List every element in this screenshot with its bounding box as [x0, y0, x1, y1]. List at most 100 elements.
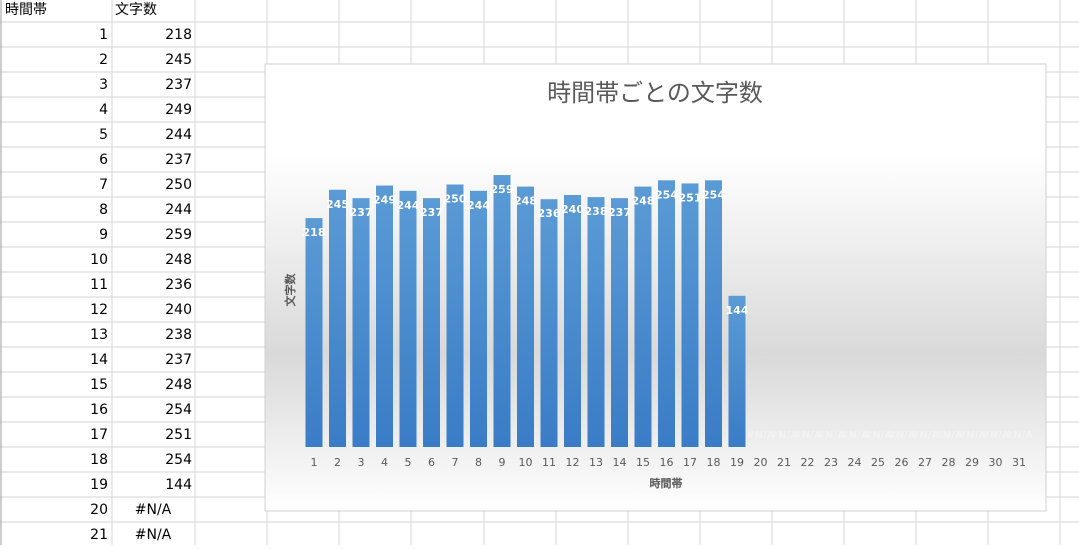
x-tick-label: 14 [613, 456, 627, 469]
cell: 259 [165, 227, 192, 243]
x-tick-label: 20 [754, 456, 768, 469]
data-label: #N/A [817, 430, 845, 441]
cell: 10 [90, 252, 108, 268]
bar [658, 180, 675, 448]
cell: 254 [165, 452, 192, 468]
data-label: 244 [467, 199, 490, 212]
cell: 237 [165, 152, 192, 168]
data-label: 249 [373, 194, 396, 207]
x-tick-label: 24 [848, 456, 862, 469]
x-tick-label: 11 [542, 456, 556, 469]
data-label: 248 [632, 195, 655, 208]
x-tick-label: 23 [824, 456, 838, 469]
x-tick-label: 19 [730, 456, 744, 469]
data-label: #N/A [887, 430, 915, 441]
x-tick-label: 2 [334, 456, 341, 469]
x-tick-label: 7 [452, 456, 459, 469]
cell: 244 [165, 202, 192, 218]
bar [728, 295, 746, 447]
x-tick-label: 1 [311, 456, 318, 469]
bar [305, 218, 323, 447]
x-tick-label: 29 [965, 456, 979, 469]
cell: 2 [99, 52, 108, 68]
x-tick-label: 25 [871, 456, 885, 469]
x-tick-label: 30 [989, 456, 1003, 469]
x-tick-label: 5 [405, 456, 412, 469]
x-tick-label: 9 [499, 456, 506, 469]
x-tick-label: 15 [636, 456, 650, 469]
header-cell: 文字数 [115, 2, 157, 18]
bar [329, 189, 346, 447]
cell: 12 [90, 302, 108, 318]
x-axis-label: 時間帯 [650, 476, 683, 490]
data-label: 240 [561, 203, 584, 216]
chart-area[interactable] [264, 63, 1047, 512]
x-tick-label: 12 [566, 456, 580, 469]
data-label: 245 [326, 198, 349, 211]
cell: 1 [99, 27, 108, 43]
cell: 218 [165, 27, 192, 43]
data-label: #N/A [1005, 430, 1033, 441]
x-tick-label: 27 [918, 456, 932, 469]
data-label: #N/A [958, 430, 986, 441]
cell: 240 [165, 302, 192, 318]
cell: 11 [90, 277, 108, 293]
cell: 248 [165, 377, 192, 393]
x-tick-label: 31 [1012, 456, 1026, 469]
x-tick-label: 22 [801, 456, 815, 469]
cell: 238 [165, 327, 192, 343]
bar [352, 198, 370, 447]
x-tick-label: 10 [519, 456, 533, 469]
cell: 19 [90, 477, 108, 493]
bar [634, 186, 652, 447]
x-tick-label: 18 [707, 456, 721, 469]
cell: #N/A [135, 527, 172, 543]
data-label: #N/A [911, 430, 939, 441]
bar [564, 195, 581, 447]
bar [470, 190, 487, 448]
data-label: #N/A [981, 430, 1009, 441]
bar [587, 197, 605, 447]
data-label: #N/A [934, 430, 962, 441]
data-label: 237 [420, 206, 443, 219]
cell: 244 [165, 127, 192, 143]
cell: 4 [99, 102, 108, 118]
bar [423, 198, 440, 447]
bar [611, 198, 628, 447]
bar [399, 190, 417, 448]
cell: 20 [90, 502, 108, 518]
bar [493, 175, 511, 448]
data-label: 251 [679, 191, 702, 204]
data-label: 218 [303, 226, 326, 239]
chart[interactable]: 時間帯ごとの文字数 文字数 時間帯 1218224532374249524462… [264, 63, 1047, 512]
cell: 236 [165, 277, 192, 293]
data-label: #N/A [746, 430, 774, 441]
cell: 237 [165, 352, 192, 368]
x-tick-label: 13 [589, 456, 603, 469]
y-axis-label: 文字数 [283, 273, 297, 307]
bar [681, 183, 699, 447]
cell: 17 [90, 427, 108, 443]
data-label: 238 [585, 205, 608, 218]
cell: 8 [99, 202, 108, 218]
data-label: #N/A [840, 430, 868, 441]
x-tick-label: 26 [895, 456, 909, 469]
bar [446, 184, 464, 447]
cell: 250 [165, 177, 192, 193]
data-label: 254 [702, 188, 725, 201]
cell: 21 [90, 527, 108, 543]
cell: 254 [165, 402, 192, 418]
data-label: #N/A [864, 430, 892, 441]
data-label: 236 [538, 207, 561, 220]
data-label: #N/A [793, 430, 821, 441]
cell: 7 [99, 177, 108, 193]
cell: 16 [90, 402, 108, 418]
data-label: 259 [491, 183, 514, 196]
x-tick-label: 3 [358, 456, 365, 469]
cell: 13 [90, 327, 108, 343]
cell: 144 [165, 477, 192, 493]
cell: 15 [90, 377, 108, 393]
cell: 5 [99, 127, 108, 143]
